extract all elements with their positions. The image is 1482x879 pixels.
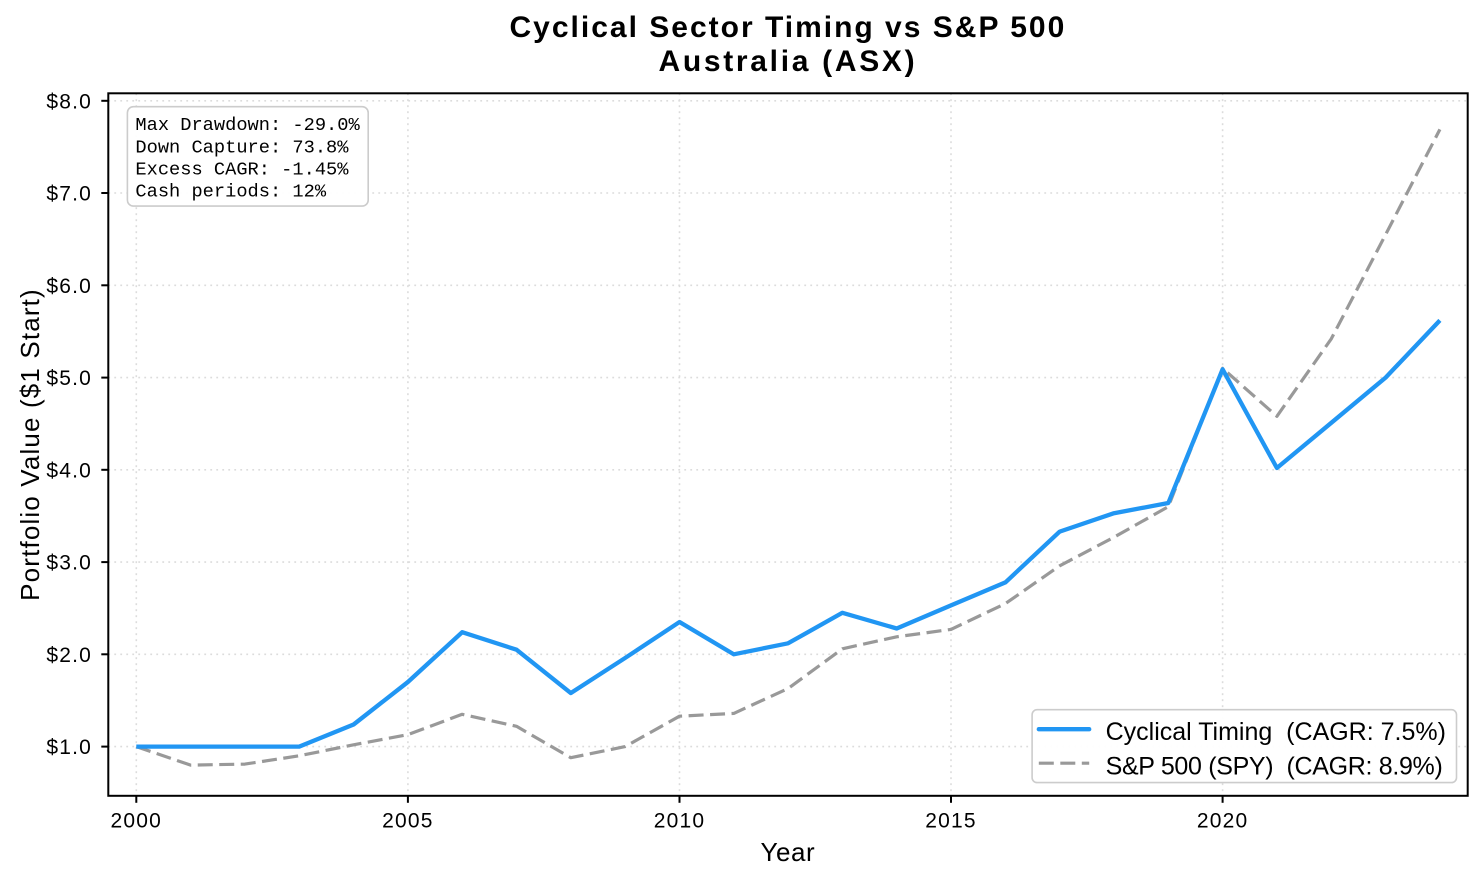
- svg-text:S&P 500 (SPY) (CAGR: 8.9%): S&P 500 (SPY) (CAGR: 8.9%): [1106, 752, 1443, 780]
- svg-text:2010: 2010: [654, 810, 706, 833]
- svg-text:2000: 2000: [111, 810, 163, 833]
- svg-text:2020: 2020: [1197, 810, 1249, 833]
- svg-text:2005: 2005: [382, 810, 434, 833]
- svg-text:Cyclical Timing (CAGR: 7.5%): Cyclical Timing (CAGR: 7.5%): [1106, 718, 1446, 746]
- svg-text:$5.0: $5.0: [46, 367, 92, 390]
- svg-text:$1.0: $1.0: [46, 736, 92, 759]
- svg-text:$2.0: $2.0: [46, 644, 92, 667]
- svg-text:Excess CAGR: -1.45%: Excess CAGR: -1.45%: [135, 159, 349, 181]
- svg-text:Cash periods: 12%: Cash periods: 12%: [135, 181, 326, 203]
- svg-text:$6.0: $6.0: [46, 275, 92, 298]
- svg-text:Portfolio Value ($1 Start): Portfolio Value ($1 Start): [15, 288, 45, 601]
- svg-text:$7.0: $7.0: [46, 183, 92, 206]
- svg-text:Max Drawdown: -29.0%: Max Drawdown: -29.0%: [135, 114, 360, 136]
- svg-text:Cyclical Sector Timing vs S&P: Cyclical Sector Timing vs S&P 500: [510, 11, 1067, 44]
- svg-text:$3.0: $3.0: [46, 552, 92, 575]
- svg-text:Australia (ASX): Australia (ASX): [658, 45, 917, 78]
- svg-text:Down Capture: 73.8%: Down Capture: 73.8%: [135, 136, 349, 158]
- svg-text:2015: 2015: [925, 810, 977, 833]
- svg-text:$4.0: $4.0: [46, 459, 92, 482]
- svg-text:Year: Year: [761, 837, 816, 867]
- svg-text:$8.0: $8.0: [46, 90, 92, 113]
